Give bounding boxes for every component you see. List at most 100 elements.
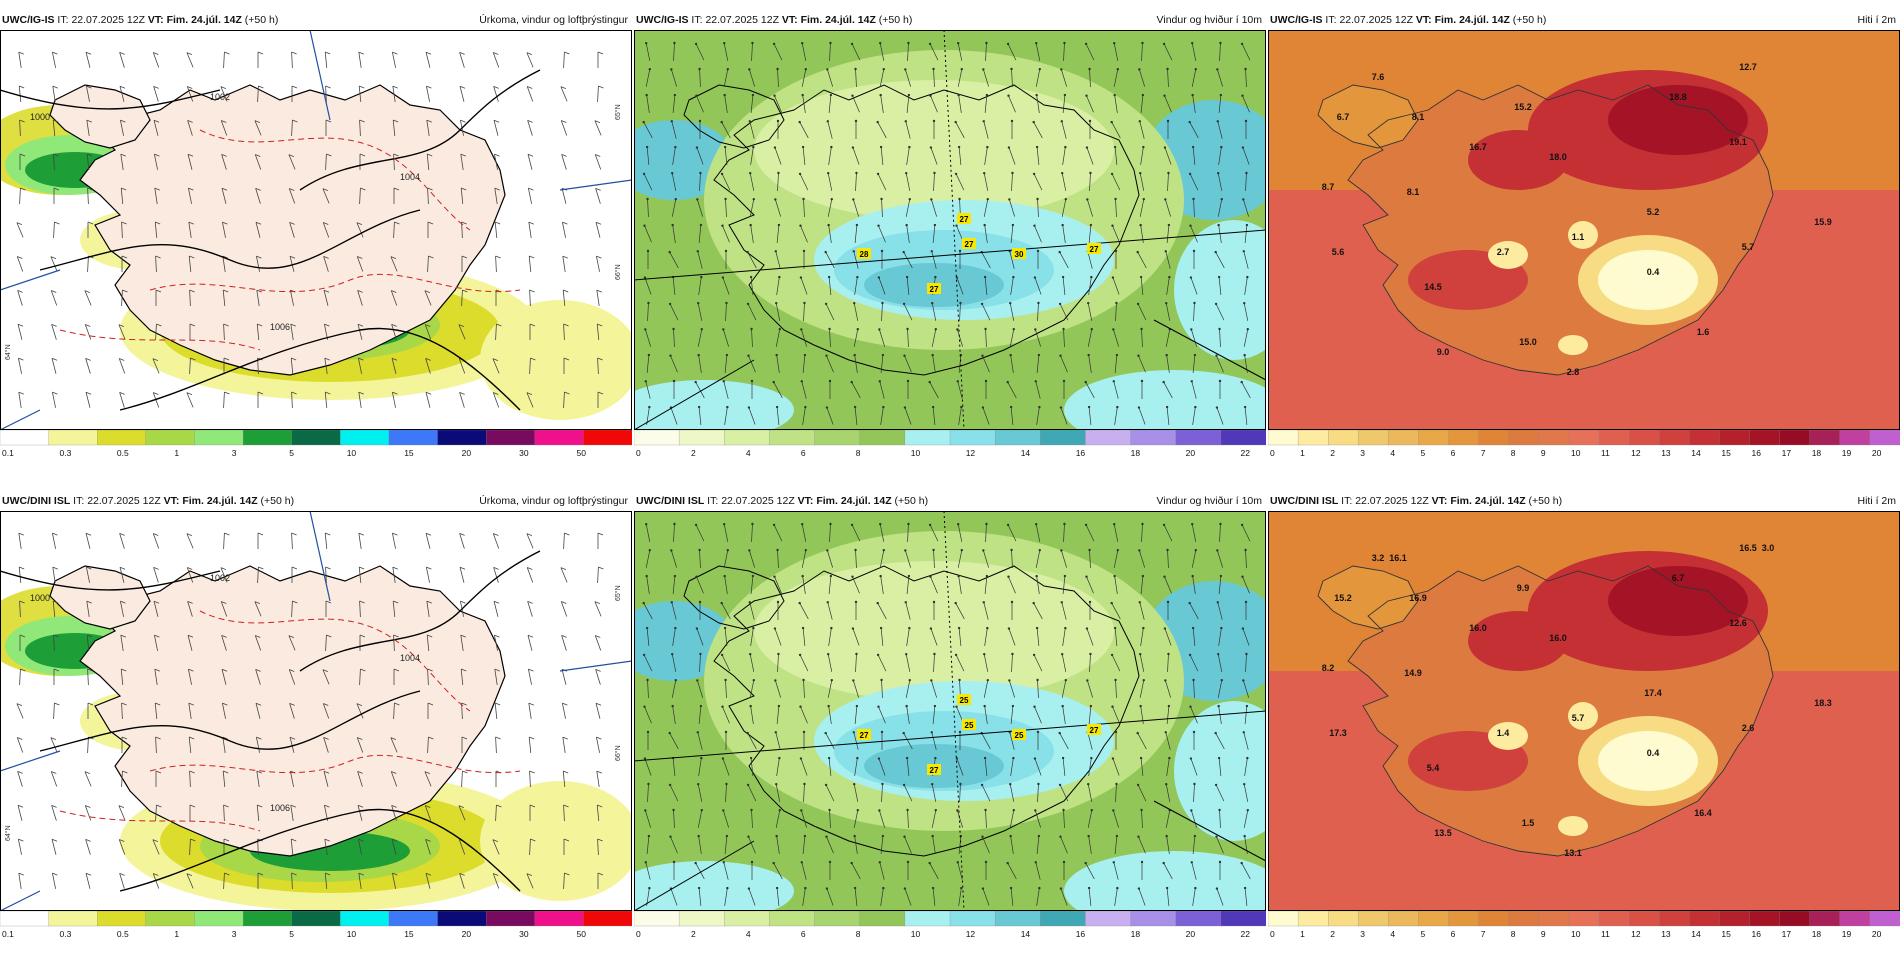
- colorbar-wind: 0 2 4 6 8 10 12 14 16 18 20 22: [634, 911, 1266, 939]
- colorbar-swatch: [1598, 430, 1630, 446]
- model-name: UWC/IG-IS: [2, 14, 55, 26]
- colorbar-swatch: [769, 430, 816, 446]
- colorbar-swatch: [340, 430, 390, 446]
- colorbar-tick: 16: [1076, 929, 1086, 939]
- lead-time: (+50 h): [894, 495, 929, 507]
- wind-barbs: [16, 532, 604, 890]
- colorbar-tick: 0.5: [117, 929, 129, 939]
- colorbar-tick: 18: [1812, 929, 1822, 939]
- vt-label: VT:: [781, 14, 798, 26]
- panel-header: UWC/IG-IS IT: 22.07.2025 12Z VT: Fim. 24…: [1268, 12, 1900, 29]
- colorbar-tick: 18: [1131, 448, 1141, 458]
- colorbar-tick: 18: [1812, 448, 1822, 458]
- panel-header: UWC/DINI ISL IT: 22.07.2025 12Z VT: Fim.…: [634, 493, 1266, 510]
- gust-label: 27: [957, 213, 971, 224]
- colorbar-swatch: [1779, 430, 1811, 446]
- colorbar-tick: 0: [636, 929, 641, 939]
- colorbar-swatch: [97, 430, 147, 446]
- svg-text:30: 30: [1015, 250, 1024, 259]
- temperature-label: 5.6: [1332, 247, 1345, 257]
- colorbar: 0 1 2 3 4 5 6 7 8 9 10 11 12 13 14 15 16 17 18 19 20: [1268, 911, 1900, 945]
- temperature-label: 0.4: [1647, 748, 1660, 758]
- panel-run-info: UWC/IG-IS IT: 22.07.2025 12Z VT: Fim. 24…: [636, 12, 912, 29]
- it-label: IT:: [1341, 495, 1353, 507]
- it-label: IT:: [73, 495, 85, 507]
- colorbar-tick: 16: [1752, 929, 1762, 939]
- temperature-label: 3.0: [1762, 543, 1775, 553]
- colorbar-tick: 10: [911, 929, 921, 939]
- map-area: 27 25 27 25 25 27: [634, 511, 1266, 911]
- colorbar-tick: 14: [1021, 448, 1031, 458]
- valid-time: Fim. 24.júl. 14Z: [166, 14, 242, 26]
- map-area: 28 27 27 30 27 27: [634, 30, 1266, 430]
- colorbar-swatch: [1175, 911, 1222, 927]
- colorbar-swatch: [1628, 430, 1660, 446]
- colorbar: 0 2 4 6 8 10 12 14 16 18 20 22: [634, 911, 1266, 945]
- colorbar-tick: 3: [1360, 929, 1365, 939]
- init-time: 22.07.2025 12Z: [1339, 14, 1413, 26]
- colorbar-swatch: [1418, 911, 1450, 927]
- colorbar-tick: 30: [519, 929, 529, 939]
- colorbar-swatch: [1297, 911, 1329, 927]
- colorbar-swatch: [1749, 911, 1781, 927]
- isobar-label: 1006: [270, 803, 290, 813]
- wind-arrows: [642, 522, 1251, 906]
- colorbar-swatch: [388, 430, 439, 446]
- lead-time: (+50 h): [1528, 495, 1563, 507]
- colorbar-swatch: [949, 911, 996, 927]
- colorbar-tick: 9: [1541, 929, 1546, 939]
- temperature-label: 8.7: [1322, 182, 1335, 192]
- colorbar-tick: 4: [746, 929, 751, 939]
- temperature-label: 15.9: [1814, 217, 1832, 227]
- svg-text:27: 27: [930, 285, 939, 294]
- isobar-label: 1004: [400, 653, 420, 663]
- temperature-label: 16.7: [1469, 142, 1487, 152]
- panel-run-info: UWC/IG-IS IT: 22.07.2025 12Z VT: Fim. 24…: [1270, 12, 1546, 29]
- lead-time: (+50 h): [1512, 14, 1547, 26]
- colorbar-swatch: [1869, 911, 1900, 927]
- temperature-label: 18.0: [1549, 152, 1567, 162]
- temperature-label: 6.7: [1337, 112, 1350, 122]
- colorbar-tick: 15: [1721, 929, 1731, 939]
- colorbar-tick: 20: [462, 448, 472, 458]
- colorbar-swatch: [534, 911, 585, 927]
- temperature-label: 18.3: [1814, 698, 1832, 708]
- init-time: 22.07.2025 12Z: [705, 14, 779, 26]
- temperature-label: 16.0: [1469, 623, 1487, 633]
- panel-run-info: UWC/DINI ISL IT: 22.07.2025 12Z VT: Fim.…: [1270, 493, 1562, 510]
- colorbar-tick: 13: [1661, 448, 1671, 458]
- colorbar-temp: 0 1 2 3 4 5 6 7 8 9 10 11 12 13 14 15 16 17 18 19 20: [1268, 430, 1900, 458]
- colorbar-swatch: [145, 911, 196, 927]
- temperature-label: 5.2: [1647, 207, 1660, 217]
- colorbar-tick: 19: [1842, 929, 1852, 939]
- temperature-label: 2.7: [1497, 247, 1510, 257]
- colorbar-tick: 16: [1076, 448, 1086, 458]
- colorbar-tick: 1: [1300, 929, 1305, 939]
- panel-header: UWC/IG-IS IT: 22.07.2025 12Z VT: Fim. 24…: [634, 12, 1266, 29]
- svg-text:27: 27: [965, 240, 974, 249]
- colorbar-swatch: [97, 911, 147, 927]
- temperature-label: 15.0: [1519, 337, 1537, 347]
- colorbar-tick: 7: [1481, 448, 1486, 458]
- colorbar-tick: 8: [856, 448, 861, 458]
- svg-text:28: 28: [860, 250, 869, 259]
- colorbar-tick: 4: [746, 448, 751, 458]
- colorbar-swatch: [949, 430, 996, 446]
- temperature-label: 12.6: [1729, 618, 1747, 628]
- gust-label: 25: [962, 719, 976, 730]
- colorbar-tick: 2: [691, 448, 696, 458]
- latitude-label: 64°N: [4, 344, 12, 360]
- colorbar-tick: 0.5: [117, 448, 129, 458]
- colorbar-swatch: [1749, 430, 1781, 446]
- iceland-coastline: [1347, 84, 1774, 376]
- colorbar-swatch: [1809, 911, 1841, 927]
- gust-label: 27: [962, 238, 976, 249]
- temperature-label: 13.5: [1434, 828, 1452, 838]
- colorbar-swatch: [814, 430, 861, 446]
- colorbar-swatch: [1130, 430, 1177, 446]
- colorbar-swatch: [48, 430, 98, 446]
- temperature-label: 6.7: [1672, 573, 1685, 583]
- colorbar: 0.1 0.3 0.5 1 3 5 10 15 20 30 50: [0, 911, 632, 945]
- meridians: [0, 511, 632, 911]
- colorbar-swatch: [388, 911, 439, 927]
